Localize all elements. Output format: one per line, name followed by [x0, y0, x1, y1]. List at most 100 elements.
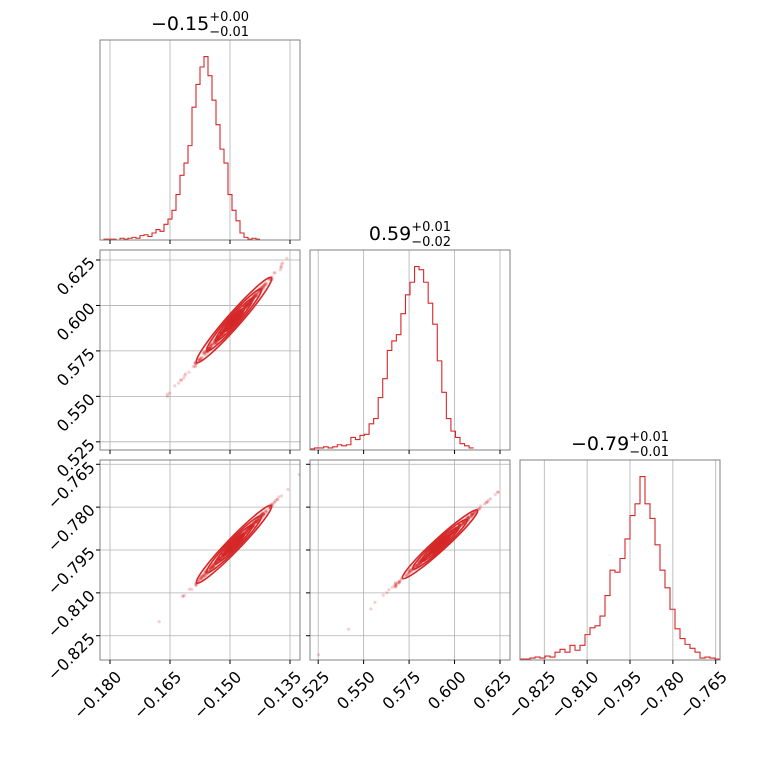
sample-point — [200, 577, 204, 581]
sample-point — [263, 284, 267, 288]
contour-level — [227, 313, 241, 327]
sample-point — [244, 304, 249, 308]
sample-point — [416, 563, 420, 567]
sample-point — [253, 294, 257, 298]
sample-point — [245, 303, 249, 307]
sample-point — [212, 342, 216, 346]
sample-point — [486, 498, 491, 502]
sample-point — [157, 620, 161, 624]
sample-point — [252, 520, 256, 524]
sample-point — [470, 513, 474, 517]
sample-point — [440, 540, 444, 545]
parameter-title-2: −0.79+0.01 — [571, 430, 669, 455]
sample-point — [193, 364, 197, 368]
sample-point — [440, 540, 444, 545]
sample-point — [209, 343, 213, 347]
sample-point — [244, 530, 248, 534]
sample-point — [219, 556, 223, 560]
contour-level — [205, 515, 263, 574]
sample-point — [221, 331, 225, 335]
sample-point — [233, 317, 237, 322]
sample-point — [261, 286, 266, 290]
sample-point — [218, 557, 222, 561]
sample-point — [198, 576, 202, 580]
sample-point — [393, 581, 397, 585]
panel-frame — [99, 39, 301, 241]
joint-panel-1-2: 0.525 0.550 0.575 0.600 0.625 — [288, 459, 515, 713]
sample-point — [207, 567, 211, 572]
sample-point — [244, 305, 249, 309]
sample-point — [187, 370, 191, 374]
sample-point — [217, 557, 221, 561]
sample-point — [252, 295, 257, 299]
sample-point — [216, 558, 220, 563]
sample-point — [425, 554, 429, 558]
sample-point — [219, 556, 223, 560]
contour-level — [195, 504, 273, 585]
sample-point — [211, 565, 216, 569]
sample-point — [398, 579, 402, 583]
sample-point — [261, 285, 265, 289]
panel-frame — [519, 459, 721, 661]
contour-level — [214, 297, 254, 343]
sample-point — [207, 346, 212, 350]
sample-point — [209, 566, 213, 570]
sample-point — [191, 365, 195, 369]
sample-point — [373, 600, 377, 604]
sample-point — [262, 283, 266, 288]
sample-point — [466, 515, 470, 519]
sample-point — [417, 559, 421, 564]
sample-point — [234, 316, 238, 320]
sample-point — [437, 543, 441, 547]
histogram-step-line — [520, 475, 720, 660]
sample-point — [276, 497, 280, 502]
sample-point — [220, 333, 224, 337]
sample-point — [260, 285, 264, 289]
sample-point — [211, 563, 215, 567]
sample-point — [406, 572, 410, 576]
sample-point — [168, 391, 172, 395]
sample-point — [262, 513, 266, 517]
sample-point — [197, 357, 201, 362]
sample-point — [245, 304, 249, 308]
sample-point — [219, 555, 223, 559]
sample-point — [217, 334, 221, 339]
sample-point — [208, 567, 212, 571]
panel-frame — [309, 459, 511, 661]
sample-point — [253, 294, 257, 298]
sample-point — [208, 567, 212, 571]
sample-point — [219, 332, 224, 336]
sample-point — [244, 304, 248, 308]
sample-point — [496, 490, 500, 494]
sample-point — [461, 521, 466, 525]
sample-point — [425, 553, 430, 557]
sample-point — [252, 520, 257, 524]
parameter-title-sub-1: −0.02 — [411, 235, 451, 250]
sample-point — [451, 531, 455, 535]
sample-point — [221, 555, 225, 559]
sample-point — [234, 540, 238, 544]
panel-frame — [99, 249, 301, 451]
sample-point — [209, 343, 213, 347]
sample-point — [253, 293, 257, 298]
sample-point — [194, 583, 198, 587]
sample-point — [425, 553, 429, 558]
sample-point — [459, 523, 463, 527]
sample-point — [246, 528, 250, 532]
sample-point — [216, 335, 221, 339]
sample-point — [334, 436, 337, 439]
sample-point — [452, 529, 456, 534]
sample-point — [255, 520, 259, 524]
sample-point — [208, 344, 213, 349]
sample-point — [218, 334, 222, 338]
y-tick-label: 0.600 — [53, 299, 99, 345]
sample-point — [254, 519, 258, 523]
sample-point — [424, 555, 428, 560]
sample-point — [165, 392, 169, 396]
parameter-title-1: 0.59+0.01 — [369, 220, 451, 245]
sample-point — [286, 487, 290, 492]
sample-point — [199, 576, 203, 581]
sample-point — [211, 562, 215, 567]
sample-point — [347, 627, 351, 631]
